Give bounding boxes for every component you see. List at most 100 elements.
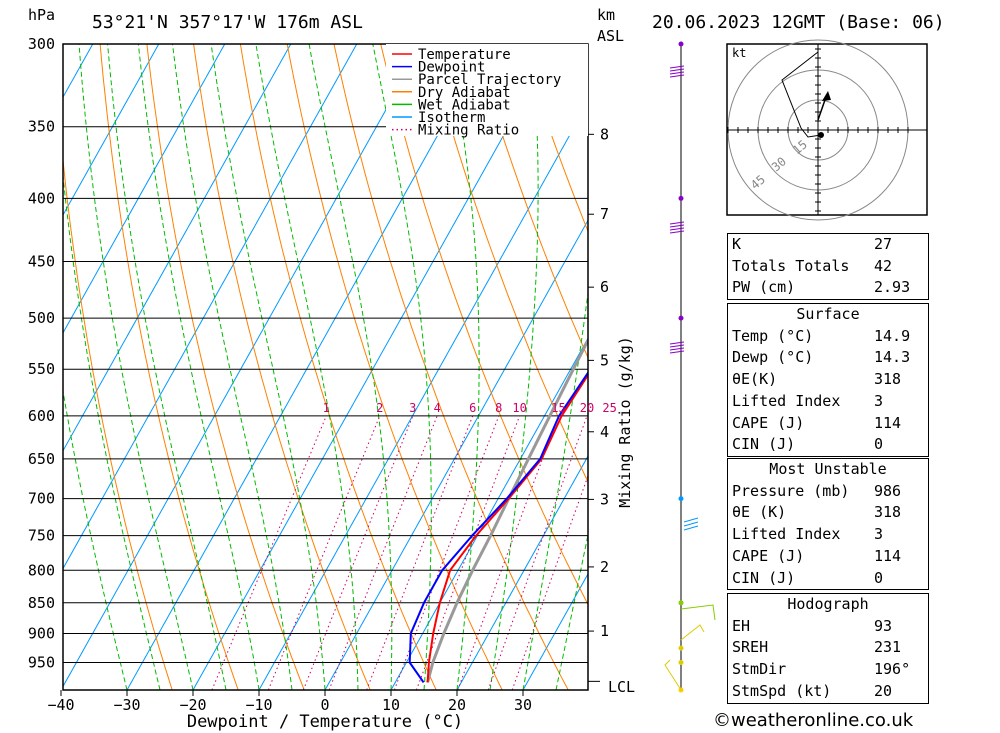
dry-adiabat-line xyxy=(473,44,588,359)
mixing-ratio-label: 15 xyxy=(551,401,565,415)
isotherm-line xyxy=(63,44,226,334)
pressure-tick-label: 550 xyxy=(28,360,55,378)
row-value: 20 xyxy=(874,681,893,700)
km-tick-label: 3 xyxy=(600,490,609,508)
row-label: StmSpd (kt) xyxy=(732,681,832,700)
pressure-tick-label: 450 xyxy=(28,253,55,271)
km-tick-label: 2 xyxy=(600,558,609,576)
dry-adiabat-line xyxy=(239,44,437,690)
pressure-tick-label: 600 xyxy=(28,407,55,425)
wind-barb xyxy=(669,71,685,75)
wind-barb xyxy=(683,521,699,527)
mixing-ratio-line xyxy=(302,415,414,690)
wind-barb xyxy=(669,68,685,72)
legend-label: Dry Adiabat xyxy=(418,85,511,101)
index-row-k: K 27 xyxy=(728,234,928,256)
legend-label: Wet Adiabat xyxy=(418,97,511,113)
isotherm-line xyxy=(126,44,490,690)
dry-adiabat-line xyxy=(380,44,588,606)
pressure-tick-label: 800 xyxy=(28,561,55,579)
wind-barb xyxy=(680,624,705,641)
index-value: 2.93 xyxy=(874,278,911,297)
row-value: 0 xyxy=(874,568,884,587)
surface-title: Surface xyxy=(796,305,860,323)
row-value: 196° xyxy=(874,660,911,679)
dry-adiabat-line xyxy=(333,44,569,690)
indices-table: K 27 Totals Totals 42 PW (cm) 2.93 xyxy=(727,233,929,301)
dry-adiabat-line xyxy=(286,44,503,690)
mixing-ratio-label: 20 xyxy=(580,401,594,415)
wind-barb xyxy=(683,525,699,531)
pressure-tick-label: 950 xyxy=(28,653,55,671)
temp-tick-label: −40 xyxy=(47,696,74,714)
km-tick-label: 6 xyxy=(600,278,609,296)
wind-barb xyxy=(669,224,685,228)
hodograph-trace xyxy=(781,51,822,138)
mixing-ratio-line xyxy=(511,474,588,690)
legend-label: Isotherm xyxy=(418,110,485,126)
hodograph-row: StmSpd (kt) 20 xyxy=(728,681,928,703)
wind-barb xyxy=(669,230,685,234)
row-label: Lifted Index xyxy=(732,391,841,410)
row-value: 318 xyxy=(874,503,902,522)
row-label: CIN (J) xyxy=(732,568,796,587)
mixing-ratio-label: 6 xyxy=(469,401,476,415)
isotherm-line xyxy=(258,101,588,690)
wind-barb xyxy=(669,350,685,354)
row-value: 231 xyxy=(874,638,902,657)
row-value: 14.9 xyxy=(874,326,911,345)
copyright-footer: ©weatheronline.co.uk xyxy=(713,710,914,731)
mixing-ratio-label: 4 xyxy=(434,401,441,415)
index-label: K xyxy=(732,235,742,253)
wet-adiabat-line xyxy=(555,532,588,690)
surface-row: Lifted Index 3 xyxy=(728,391,928,413)
wind-level-dot xyxy=(678,496,684,502)
hodograph-unit-label: kt xyxy=(732,46,746,60)
wind-barb xyxy=(669,341,685,345)
pressure-tick-label: 400 xyxy=(28,189,55,207)
row-value: 14.3 xyxy=(874,348,911,367)
row-label: Pressure (mb) xyxy=(732,481,850,500)
storm-motion-arrowhead xyxy=(822,91,831,101)
row-value: 0 xyxy=(874,435,884,454)
pressure-tick-label: 750 xyxy=(28,527,55,545)
row-label: SREH xyxy=(732,638,769,657)
wet-adiabat-line xyxy=(372,44,432,690)
pressure-unit-label: hPa xyxy=(28,6,55,24)
wind-barb xyxy=(669,344,685,348)
km-tick-label: 7 xyxy=(600,205,609,223)
row-value: 318 xyxy=(874,370,902,389)
hodograph-row: SREH 231 xyxy=(728,637,928,659)
most-unstable-row: Pressure (mb) 986 xyxy=(728,481,928,503)
most-unstable-row: CAPE (J) 114 xyxy=(728,546,928,568)
km-tick-label: 1 xyxy=(600,622,609,640)
row-value: 3 xyxy=(874,391,884,410)
temp-tick-label: 20 xyxy=(448,696,466,714)
surface-row: CAPE (J) 114 xyxy=(728,413,928,435)
dewpoint-line xyxy=(408,370,588,683)
wet-adiabat-line xyxy=(489,44,539,690)
temp-tick-label: 0 xyxy=(320,696,329,714)
wind-barb xyxy=(669,74,685,78)
temperature-line xyxy=(426,373,588,683)
wind-barb xyxy=(669,65,685,69)
pressure-tick-label: 300 xyxy=(28,35,55,53)
datetime-label: 20.06.2023 12GMT (Base: 06) xyxy=(652,12,945,33)
isotherm-line xyxy=(63,44,424,688)
hodograph-row: StmDir 196° xyxy=(728,659,928,681)
pressure-tick-label: 350 xyxy=(28,118,55,136)
wind-level-dot xyxy=(678,41,684,47)
dry-adiabat-line xyxy=(989,44,1000,690)
mixing-ratio-label: 10 xyxy=(512,401,526,415)
row-label: CAPE (J) xyxy=(732,546,805,565)
isotherm-line xyxy=(456,455,588,690)
legend-label: Dewpoint xyxy=(418,60,485,76)
km-unit-label: km xyxy=(597,6,615,24)
dry-adiabat-line xyxy=(427,44,588,484)
asl-unit-label: ASL xyxy=(597,27,624,45)
pressure-tick-label: 700 xyxy=(28,490,55,508)
wind-level-dot xyxy=(678,645,684,651)
